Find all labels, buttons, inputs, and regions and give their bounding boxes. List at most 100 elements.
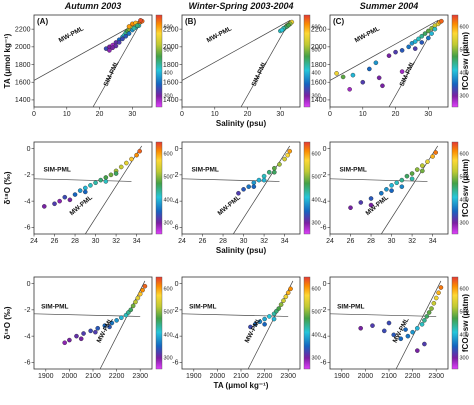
x-tick-label: 1900 bbox=[334, 373, 350, 380]
data-point bbox=[286, 22, 291, 28]
x-tick-label: 34 bbox=[281, 238, 289, 245]
data-point bbox=[416, 36, 421, 42]
x-tick-label: 2300 bbox=[280, 373, 296, 380]
data-point bbox=[386, 53, 392, 58]
x-tick-label: 28 bbox=[367, 238, 375, 245]
plot-area bbox=[34, 280, 148, 369]
data-point bbox=[415, 348, 420, 353]
data-point bbox=[412, 46, 418, 51]
plot-frame bbox=[181, 276, 301, 370]
x-tick-label: 2300 bbox=[428, 373, 444, 380]
mixing-line-label: SIM-PML bbox=[43, 166, 70, 173]
data-point bbox=[405, 333, 411, 339]
x-tick-label: 24 bbox=[326, 238, 334, 245]
data-point bbox=[279, 27, 285, 33]
y-tick-label: 2000 bbox=[163, 44, 179, 51]
data-point bbox=[276, 306, 282, 311]
colorbar-tick-label: 300 bbox=[164, 94, 173, 100]
y-tick-label: 2200 bbox=[15, 26, 31, 33]
data-point bbox=[98, 177, 103, 183]
x-tick-label: 30 bbox=[128, 111, 136, 118]
data-point bbox=[382, 328, 387, 334]
colorbar-tick-label: 400 bbox=[460, 71, 469, 77]
panel-letter: (C) bbox=[333, 17, 344, 26]
data-point bbox=[130, 303, 136, 309]
data-point bbox=[126, 31, 132, 36]
x-tick-label: 20 bbox=[96, 111, 104, 118]
colorbar bbox=[303, 14, 311, 108]
data-point bbox=[285, 152, 290, 158]
data-point bbox=[439, 18, 444, 24]
mixing-line-mw bbox=[182, 20, 291, 81]
data-point bbox=[283, 294, 289, 299]
colorbar-tick-label: 600 bbox=[164, 25, 173, 31]
colorbar-tick-label: 600 bbox=[460, 25, 469, 31]
colorbar-tick-label: 400 bbox=[312, 333, 321, 339]
mixing-line-sim bbox=[330, 313, 437, 317]
plot-frame bbox=[181, 141, 301, 235]
y-tick-label: -4 bbox=[320, 333, 326, 340]
y-tick-label: -6 bbox=[24, 360, 30, 367]
column-title: Autumn 2003 bbox=[64, 1, 122, 11]
colorbar-tick-label: 300 bbox=[460, 356, 469, 362]
data-point bbox=[287, 148, 293, 154]
colorbar-tick-label: 300 bbox=[312, 94, 321, 100]
data-point bbox=[102, 323, 108, 328]
data-point bbox=[256, 177, 262, 183]
data-point bbox=[414, 167, 420, 172]
x-axis-label: TA (μmol kg⁻¹) bbox=[214, 381, 269, 390]
data-point bbox=[368, 196, 374, 201]
y-tick-label: -6 bbox=[24, 225, 30, 232]
x-tick-label: 10 bbox=[63, 111, 71, 118]
y-tick-label: 1800 bbox=[311, 62, 327, 69]
colorbar-tick-label: 600 bbox=[164, 152, 173, 158]
colorbar-tick-label: 400 bbox=[312, 71, 321, 77]
data-point bbox=[399, 184, 405, 189]
data-point bbox=[422, 31, 428, 36]
data-point bbox=[74, 333, 79, 339]
data-point bbox=[399, 69, 405, 74]
x-tick-label: 30 bbox=[424, 111, 432, 118]
colorbar-tick-label: 300 bbox=[164, 356, 173, 362]
x-tick-label: 26 bbox=[51, 238, 59, 245]
y-tick-label: 1800 bbox=[163, 62, 179, 69]
data-point bbox=[403, 327, 408, 332]
data-point bbox=[409, 171, 415, 176]
data-point bbox=[380, 83, 385, 89]
y-tick-label: 1400 bbox=[15, 97, 31, 104]
x-tick-label: 30 bbox=[276, 111, 284, 118]
data-point bbox=[266, 169, 272, 175]
data-point bbox=[103, 179, 109, 184]
y-tick-label: 2000 bbox=[311, 44, 327, 51]
data-point bbox=[426, 28, 431, 34]
data-point bbox=[373, 60, 379, 66]
plot-area bbox=[182, 280, 294, 369]
colorbar-tick-label: 500 bbox=[312, 310, 321, 316]
data-point bbox=[419, 322, 425, 327]
data-point bbox=[118, 164, 124, 170]
colorbar-label: fCO₂-sw (μatm) bbox=[461, 32, 470, 91]
x-axis-label: Salinity (psu) bbox=[216, 119, 267, 128]
data-point bbox=[108, 172, 114, 178]
colorbar-tick-label: 300 bbox=[460, 221, 469, 227]
colorbar-tick-label: 400 bbox=[164, 198, 173, 204]
data-point bbox=[81, 331, 86, 336]
y-tick-label: -4 bbox=[172, 198, 178, 205]
y-tick-label: 2200 bbox=[163, 26, 179, 33]
y-tick-label: -2 bbox=[24, 172, 30, 179]
plot-area bbox=[34, 145, 143, 234]
data-point bbox=[72, 192, 78, 197]
data-point bbox=[389, 183, 394, 188]
colorbar-tick-label: 600 bbox=[460, 287, 469, 293]
data-point bbox=[109, 320, 115, 326]
x-tick-label: 24 bbox=[178, 238, 186, 245]
mixing-line-mw bbox=[233, 145, 291, 234]
x-tick-label: 2100 bbox=[381, 373, 397, 380]
x-tick-label: 0 bbox=[328, 111, 332, 118]
data-point bbox=[262, 322, 267, 327]
